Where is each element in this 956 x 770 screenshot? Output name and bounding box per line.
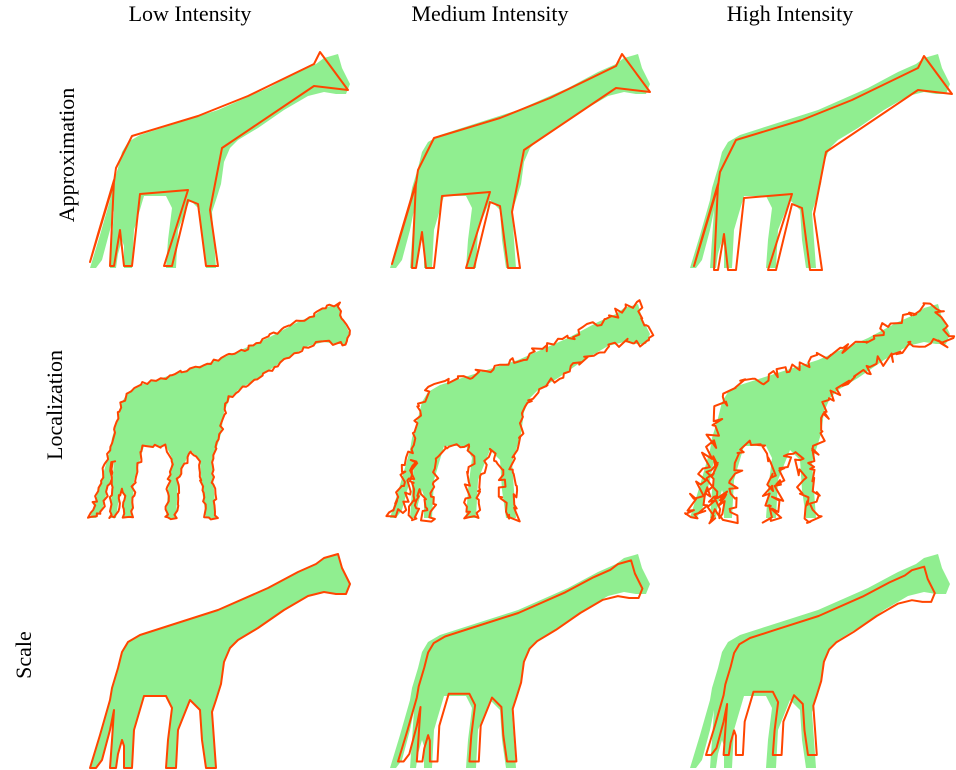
perturbed-contour <box>89 553 351 769</box>
giraffe-mask <box>690 54 950 268</box>
row-label-approximation: Approximation <box>0 40 79 270</box>
cell-approximation-high <box>688 50 956 271</box>
cell-localization-medium <box>385 299 658 523</box>
cell-scale-medium <box>388 550 658 770</box>
giraffe-figure <box>690 554 950 768</box>
cell-approximation-medium <box>388 50 658 270</box>
giraffe-figure <box>390 53 651 269</box>
giraffe-figure <box>390 554 650 768</box>
perturbed-contour <box>391 53 651 269</box>
giraffe-mask <box>690 304 950 518</box>
giraffe-figure <box>690 54 953 271</box>
cell-scale-low <box>88 550 358 770</box>
column-header-low: Low Intensity <box>128 1 252 26</box>
giraffe-mask <box>90 304 350 518</box>
row-label-localization: Localization <box>0 290 67 520</box>
giraffe-figure <box>87 301 351 521</box>
perturbed-contour <box>87 301 351 521</box>
perturbed-contour <box>89 51 349 267</box>
giraffe-figure <box>89 553 351 769</box>
giraffe-figure <box>385 299 655 523</box>
row-label-scale: Scale <box>0 540 40 770</box>
perturbed-contour <box>684 302 956 525</box>
giraffe-mask <box>390 554 650 768</box>
cell-approximation-low <box>88 50 358 270</box>
giraffe-mask <box>390 304 650 518</box>
giraffe-figure <box>684 302 956 525</box>
giraffe-mask <box>690 554 950 768</box>
giraffe-mask <box>390 54 650 268</box>
column-header-medium: Medium Intensity <box>411 1 569 26</box>
perturbed-contour <box>693 55 953 271</box>
cell-scale-high <box>688 550 956 770</box>
giraffe-mask <box>90 554 350 768</box>
cell-localization-low <box>87 300 358 521</box>
perturbed-contour <box>385 299 655 523</box>
perturbed-contour <box>397 559 644 763</box>
cell-localization-high <box>684 300 956 525</box>
perturbed-contour <box>705 565 936 756</box>
column-header-high: High Intensity <box>726 1 854 26</box>
giraffe-figure <box>89 51 350 268</box>
